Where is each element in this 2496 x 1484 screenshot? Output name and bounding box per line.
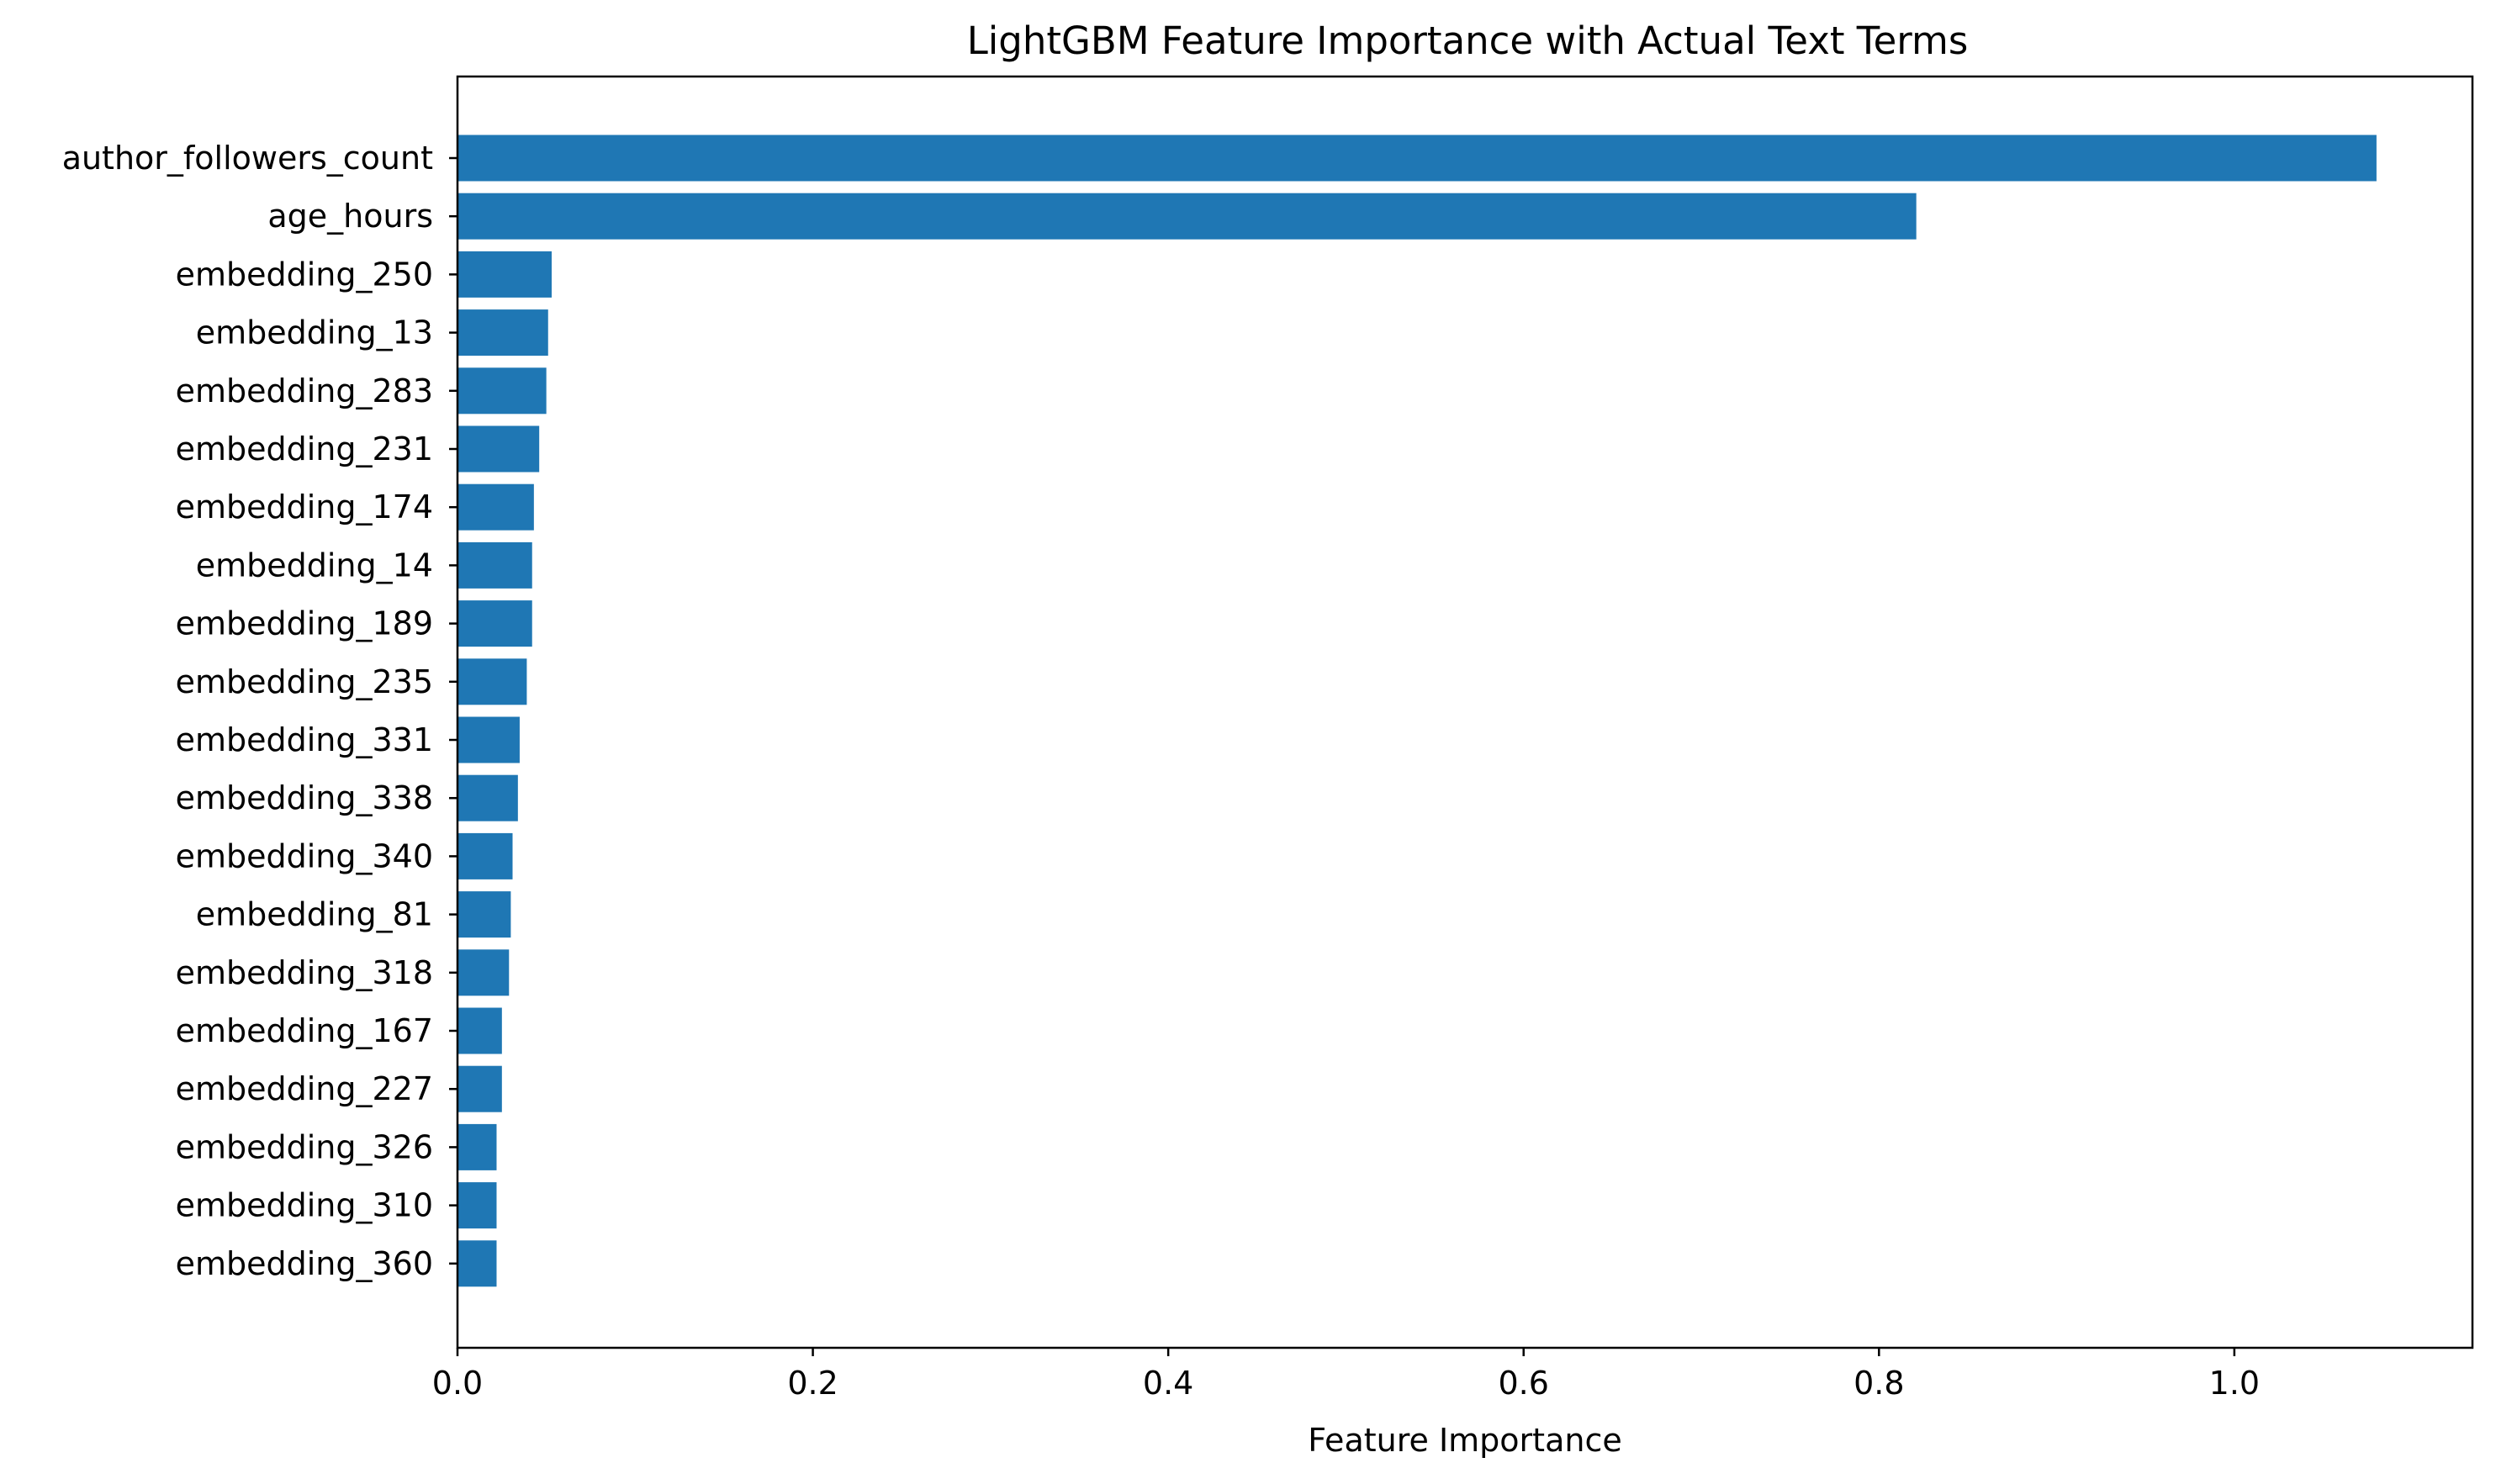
y-tick-label: embedding_338 <box>176 779 433 816</box>
bar <box>457 949 510 996</box>
y-tick-label: embedding_318 <box>176 954 433 991</box>
bar <box>457 193 1917 240</box>
y-tick-label: embedding_310 <box>176 1187 433 1224</box>
bar <box>457 1240 497 1287</box>
y-tick-label: age_hours <box>267 198 433 235</box>
y-tick-label: embedding_13 <box>196 314 433 351</box>
y-tick-label: embedding_167 <box>176 1012 433 1049</box>
bar <box>457 483 534 531</box>
bar <box>457 541 532 589</box>
bar <box>457 1065 502 1112</box>
chart-title: LightGBM Feature Importance with Actual … <box>967 18 1969 63</box>
bar <box>457 774 518 821</box>
y-axis-ticks: author_followers_count age_hours embedding… <box>62 140 457 1282</box>
bar <box>457 309 548 356</box>
x-axis-label: Feature Importance <box>1308 1422 1621 1459</box>
y-tick-label: embedding_331 <box>176 721 433 758</box>
bar <box>457 891 511 938</box>
x-tick-label: 1.0 <box>2209 1365 2260 1402</box>
y-tick-label: embedding_227 <box>176 1070 433 1107</box>
y-tick-label: embedding_326 <box>176 1128 433 1165</box>
y-tick-label: embedding_235 <box>176 663 433 700</box>
x-tick-label: 0.0 <box>432 1365 483 1402</box>
y-tick-label: embedding_231 <box>176 430 433 467</box>
bar <box>457 832 513 879</box>
bar <box>457 425 540 473</box>
bar <box>457 135 2377 182</box>
x-tick-label: 0.2 <box>787 1365 838 1402</box>
y-tick-label: embedding_250 <box>176 256 433 293</box>
bars-group <box>457 135 2377 1287</box>
plot-frame <box>456 75 2474 1349</box>
y-tick-label: embedding_14 <box>196 547 433 584</box>
y-tick-label: embedding_360 <box>176 1245 433 1282</box>
y-tick-label: author_followers_count <box>62 140 433 177</box>
y-tick-label: embedding_81 <box>196 896 433 933</box>
y-tick-label: embedding_174 <box>176 489 433 525</box>
bar <box>457 367 547 415</box>
bar <box>457 600 532 647</box>
x-tick-label: 0.4 <box>1143 1365 1193 1402</box>
y-tick-label: embedding_340 <box>176 837 433 874</box>
bar <box>457 1182 497 1229</box>
y-tick-label: embedding_189 <box>176 605 433 642</box>
x-axis-ticks: 0.0 0.2 0.4 0.6 0.8 1.0 <box>432 1348 2260 1402</box>
y-tick-label: embedding_283 <box>176 372 433 409</box>
x-tick-label: 0.6 <box>1499 1365 1549 1402</box>
bar <box>457 1007 502 1054</box>
bar <box>457 658 527 705</box>
x-tick-label: 0.8 <box>1853 1365 1904 1402</box>
bar <box>457 1123 497 1170</box>
bar <box>457 716 520 763</box>
bar <box>457 251 552 298</box>
